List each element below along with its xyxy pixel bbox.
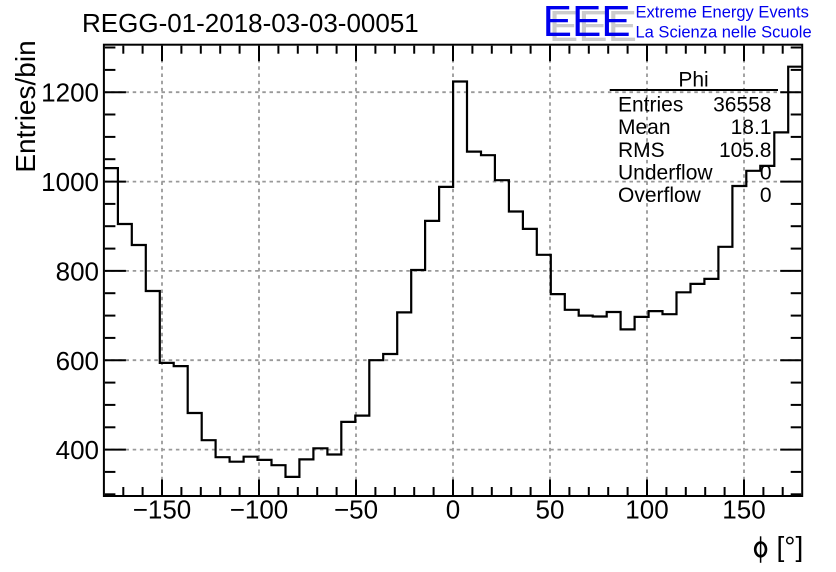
svg-text:1000: 1000 [41, 167, 99, 197]
svg-text:Extreme Energy Events: Extreme Energy Events [636, 4, 809, 22]
svg-text:18.1: 18.1 [731, 116, 772, 139]
svg-text:Mean: Mean [618, 116, 671, 139]
svg-text:−100: −100 [230, 495, 289, 525]
svg-text:La Scienza nelle Scuole: La Scienza nelle Scuole [636, 24, 812, 42]
svg-text:1200: 1200 [41, 78, 99, 108]
svg-text:150: 150 [722, 495, 765, 525]
svg-text:Phi: Phi [678, 69, 708, 92]
svg-text:400: 400 [56, 435, 99, 465]
svg-text:REGG-01-2018-03-03-00051: REGG-01-2018-03-03-00051 [82, 8, 419, 38]
svg-text:100: 100 [625, 495, 668, 525]
svg-text:0: 0 [760, 162, 772, 185]
svg-text:105.8: 105.8 [719, 139, 772, 162]
svg-text:0: 0 [760, 184, 772, 207]
svg-text:Underflow: Underflow [618, 162, 713, 185]
svg-text:Entries/bin: Entries/bin [10, 40, 41, 172]
svg-text:800: 800 [56, 256, 99, 286]
svg-text:600: 600 [56, 346, 99, 376]
svg-text:[°]: [°] [777, 531, 804, 562]
svg-text:EEE: EEE [543, 0, 631, 46]
svg-text:EEE: EEE [549, 2, 637, 51]
svg-text:Entries: Entries [618, 93, 683, 116]
svg-text:36558: 36558 [713, 93, 771, 116]
svg-text:Overflow: Overflow [618, 184, 702, 207]
svg-text:0: 0 [446, 495, 460, 525]
svg-text:−50: −50 [334, 495, 378, 525]
svg-text:−150: −150 [133, 495, 192, 525]
svg-text:RMS: RMS [618, 139, 665, 162]
svg-text:50: 50 [536, 495, 565, 525]
